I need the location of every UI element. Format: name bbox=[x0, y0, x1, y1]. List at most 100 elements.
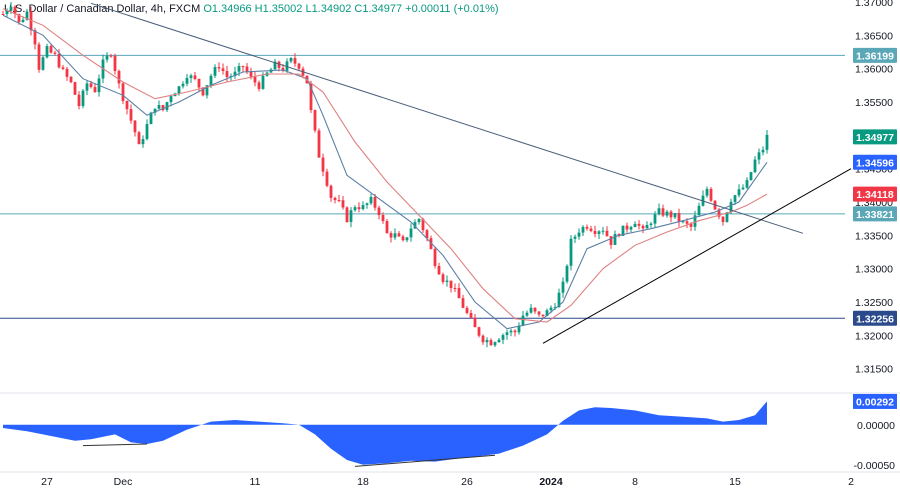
price-label-box bbox=[853, 154, 897, 170]
candle-body bbox=[113, 55, 117, 71]
candle-body bbox=[257, 82, 261, 89]
candle-body bbox=[245, 66, 249, 72]
price-label: 1.34118 bbox=[856, 189, 894, 201]
candle-body bbox=[517, 325, 521, 333]
candle-body bbox=[85, 83, 89, 91]
candle-body bbox=[169, 96, 173, 103]
oscillator-area bbox=[3, 401, 767, 465]
candle-body bbox=[381, 215, 385, 222]
candle-body bbox=[421, 218, 425, 231]
candle-body bbox=[385, 221, 389, 234]
candle-body bbox=[285, 61, 289, 71]
candle-body bbox=[689, 223, 693, 227]
x-tick-label: 15 bbox=[729, 476, 741, 488]
candle-body bbox=[9, 6, 13, 11]
candle-body bbox=[529, 307, 533, 313]
candle-body bbox=[633, 223, 637, 228]
candle-body bbox=[357, 207, 361, 210]
candle-body bbox=[341, 200, 345, 208]
candle-body bbox=[93, 87, 97, 93]
candle-body bbox=[369, 196, 373, 204]
candle-body bbox=[709, 188, 713, 201]
candle-body bbox=[157, 105, 161, 109]
candle-body bbox=[549, 307, 553, 311]
candle-body bbox=[133, 120, 137, 133]
y-tick-label: 1.32500 bbox=[855, 297, 893, 309]
candle-body bbox=[1, 14, 5, 15]
candle-body bbox=[313, 110, 317, 131]
candle-body bbox=[733, 195, 737, 202]
candle-body bbox=[669, 211, 673, 218]
candle-body bbox=[377, 207, 381, 216]
candle-body bbox=[233, 71, 237, 77]
candle-body bbox=[725, 212, 729, 222]
price-label: 1.34977 bbox=[856, 132, 894, 144]
ascending-trendline bbox=[542, 168, 852, 344]
moving-averages bbox=[2, 8, 768, 330]
candle-body bbox=[573, 236, 577, 239]
candle-body bbox=[65, 68, 69, 77]
x-tick-label: 2024 bbox=[539, 476, 563, 488]
candle-body bbox=[177, 86, 181, 94]
divergence-line bbox=[82, 443, 148, 447]
candle-body bbox=[389, 233, 393, 238]
candle-body bbox=[149, 112, 153, 125]
candle-body bbox=[501, 335, 505, 340]
candle-body bbox=[741, 187, 745, 190]
candle-body bbox=[273, 61, 277, 70]
ema-fast-line bbox=[2, 14, 768, 330]
candle-body bbox=[697, 205, 701, 216]
y-tick-label: 1.33000 bbox=[855, 264, 893, 276]
price-label-box bbox=[853, 47, 897, 63]
time-axis[interactable]: 27 Dec 11 18 26 2024 8 15 2 bbox=[0, 471, 900, 488]
candle-body bbox=[349, 210, 353, 222]
candle-body bbox=[601, 230, 605, 232]
candles bbox=[1, 2, 769, 348]
candle-body bbox=[661, 208, 665, 216]
candle-body bbox=[353, 207, 357, 211]
candle-body bbox=[513, 330, 517, 333]
candle-body bbox=[45, 46, 49, 58]
trendlines[interactable] bbox=[90, 2, 852, 344]
price-label: 1.33821 bbox=[856, 209, 894, 221]
candle-body bbox=[37, 44, 41, 70]
candle-body bbox=[753, 159, 757, 173]
oscillator-tick-label: 0.00000 bbox=[857, 420, 895, 432]
candle-body bbox=[561, 281, 565, 293]
candle-body bbox=[325, 171, 329, 186]
candle-body bbox=[225, 71, 229, 77]
candle-body bbox=[665, 211, 669, 216]
candle-body bbox=[437, 265, 441, 275]
candle-body bbox=[629, 227, 633, 230]
y-tick-label: 1.37000 bbox=[855, 0, 893, 9]
candle-body bbox=[505, 332, 509, 336]
candle-body bbox=[605, 230, 609, 237]
x-tick-label: 27 bbox=[41, 476, 53, 488]
candle-body bbox=[509, 330, 513, 333]
candle-body bbox=[569, 238, 573, 266]
candle-body bbox=[81, 90, 85, 107]
candle-body bbox=[761, 149, 765, 153]
candle-body bbox=[677, 213, 681, 222]
candle-body bbox=[57, 53, 61, 68]
candle-body bbox=[409, 228, 413, 238]
candle-body bbox=[445, 280, 449, 282]
candle-body bbox=[577, 232, 581, 237]
candle-body bbox=[297, 63, 301, 69]
candle-body bbox=[141, 139, 145, 145]
price-axis[interactable]: 1.370001.365001.360001.355001.350001.345… bbox=[853, 0, 897, 472]
candle-body bbox=[253, 76, 257, 83]
candle-body bbox=[745, 180, 749, 188]
candle-body bbox=[77, 94, 81, 107]
oscillator-value-box bbox=[853, 393, 897, 409]
candle-body bbox=[393, 233, 397, 238]
candle-body bbox=[625, 225, 629, 230]
candle-body bbox=[749, 172, 753, 181]
y-tick-label: 1.31500 bbox=[855, 364, 893, 376]
candle-body bbox=[345, 207, 349, 222]
oscillator-pane bbox=[0, 392, 900, 467]
x-tick-label: 2 bbox=[848, 476, 854, 488]
candle-body bbox=[581, 226, 585, 233]
candle-body bbox=[621, 225, 625, 236]
